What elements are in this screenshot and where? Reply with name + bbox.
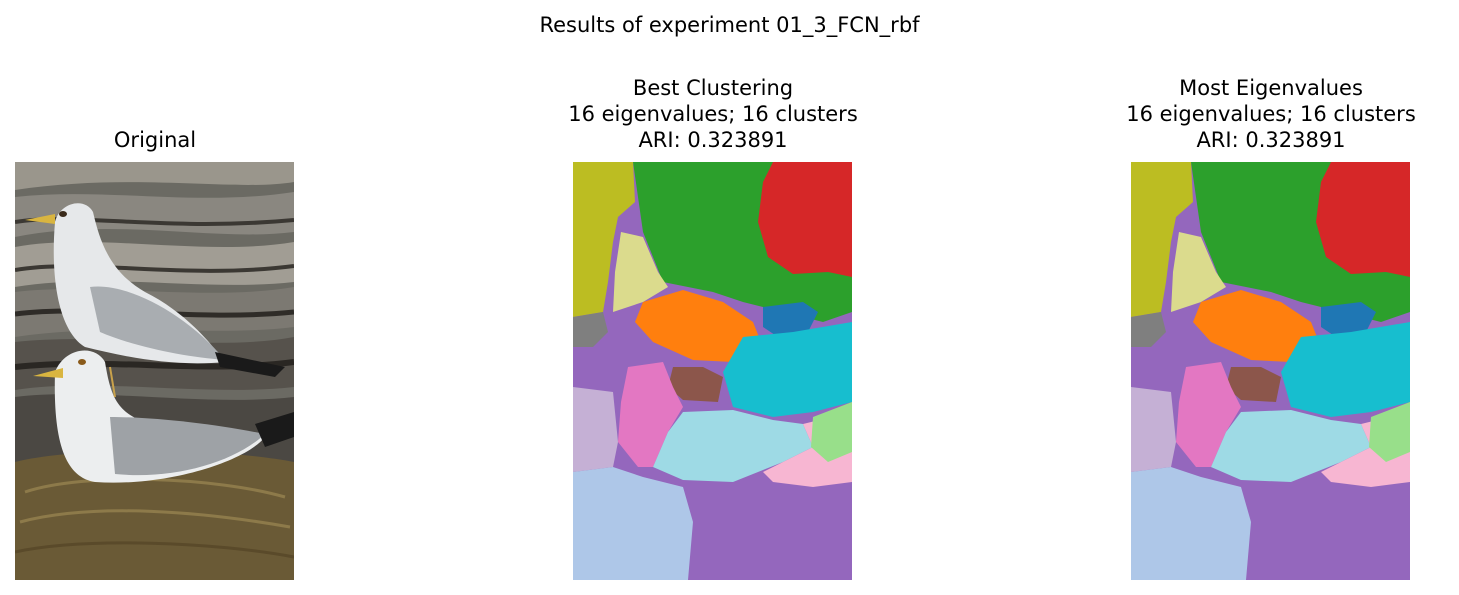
- panel-title-line-1: Most Eigenvalues: [1179, 76, 1363, 100]
- original-photo: [15, 162, 294, 580]
- segmentation-map-best: [573, 162, 852, 580]
- panel-title-line-2: 16 eigenvalues; 16 clusters: [1126, 102, 1416, 126]
- figure-title: Results of experiment 01_3_FCN_rbf: [539, 13, 920, 37]
- panel-title-original: Original: [113, 128, 197, 152]
- segmentation-map-most: [1131, 162, 1410, 580]
- panel-title-line-3: ARI: 0.323891: [638, 128, 788, 152]
- panel-title-line-3: ARI: 0.323891: [1196, 128, 1346, 152]
- panel-title-line-2: 16 eigenvalues; 16 clusters: [568, 102, 858, 126]
- segmentation-image: [1131, 162, 1410, 580]
- original-image: [15, 162, 294, 580]
- segmentation-image: [573, 162, 852, 580]
- panel-title-line-1: Best Clustering: [632, 76, 794, 100]
